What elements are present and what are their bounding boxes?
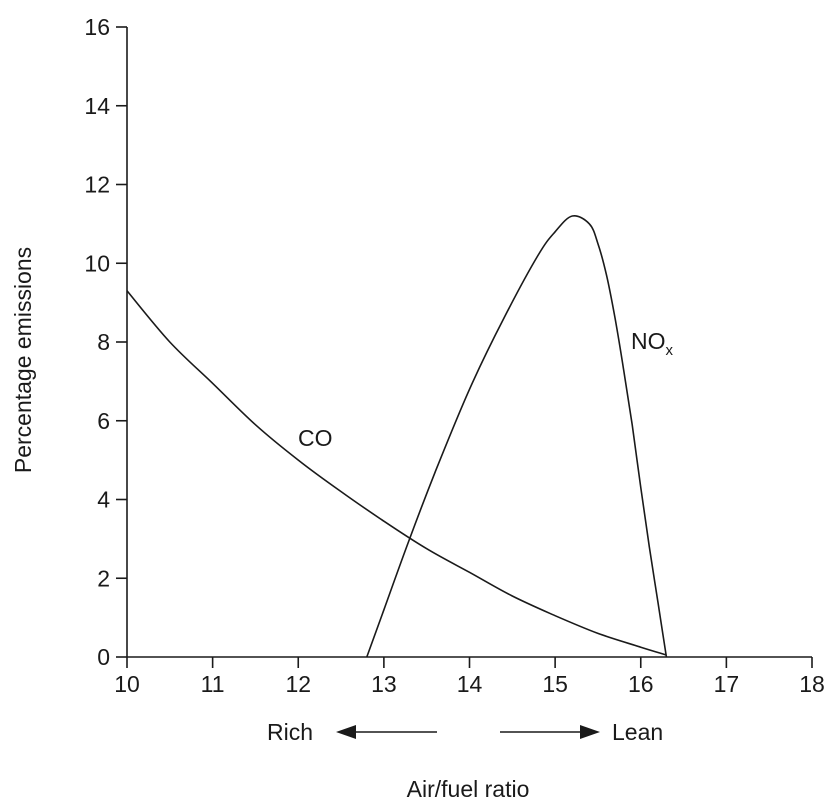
co-series-line — [126, 290, 667, 656]
y-axis-ticks: 0 2 4 6 8 10 12 14 16 — [84, 14, 127, 670]
y-axis-title: Percentage emissions — [10, 247, 36, 473]
x-axis-ticks: 10 11 12 13 14 15 16 17 18 — [114, 657, 825, 697]
y-tick-label: 4 — [97, 487, 110, 513]
co-series-label: CO — [298, 425, 333, 451]
nox-series-label: NOx — [631, 328, 674, 359]
y-tick-label: 8 — [97, 329, 110, 355]
y-tick-label: 14 — [84, 93, 110, 119]
lean-direction-label: Lean — [612, 719, 663, 745]
y-tick-label: 0 — [97, 644, 110, 670]
x-tick-label: 12 — [285, 671, 311, 697]
x-tick-label: 17 — [714, 671, 740, 697]
x-tick-label: 10 — [114, 671, 140, 697]
nox-label-main: NO — [631, 328, 666, 354]
rich-arrow — [336, 725, 437, 739]
lean-arrow — [500, 725, 600, 739]
x-tick-label: 15 — [542, 671, 568, 697]
y-tick-label: 16 — [84, 14, 110, 40]
y-tick-label: 12 — [84, 172, 110, 198]
nox-series-line — [366, 214, 668, 658]
y-tick-label: 2 — [97, 565, 110, 591]
x-tick-label: 13 — [371, 671, 397, 697]
x-tick-label: 18 — [799, 671, 825, 697]
nox-label-subscript: x — [666, 342, 674, 359]
x-tick-label: 11 — [201, 671, 225, 697]
y-tick-label: 6 — [97, 408, 110, 434]
lean-arrow-head — [580, 725, 600, 739]
x-tick-label: 16 — [628, 671, 654, 697]
rich-direction-label: Rich — [267, 719, 313, 745]
x-tick-label: 14 — [457, 671, 483, 697]
y-tick-label: 10 — [84, 250, 110, 276]
x-axis-title: Air/fuel ratio — [407, 776, 530, 802]
rich-arrow-head — [336, 725, 356, 739]
